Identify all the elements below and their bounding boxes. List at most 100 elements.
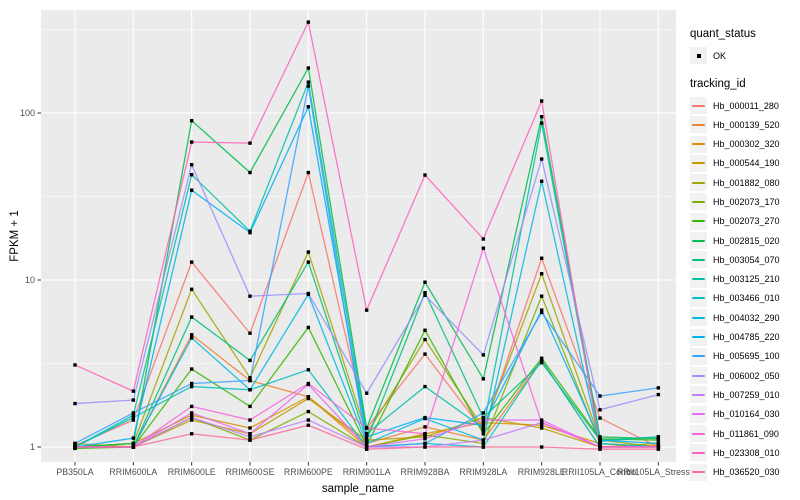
legend-item-label: Hb_002073_170 (713, 196, 780, 207)
data-point (481, 246, 486, 250)
legend-item-label: Hb_000139_520 (713, 119, 780, 130)
data-point (189, 384, 194, 389)
data-point (423, 415, 427, 420)
legend-item-label: Hb_023308_010 (713, 447, 780, 458)
data-point (73, 445, 77, 449)
legend-item-Hb_001882_080: Hb_001882_080 (690, 174, 800, 192)
data-point (598, 441, 602, 446)
data-point (306, 381, 311, 386)
data-point (656, 392, 661, 397)
legend-item-label: Hb_002815_020 (713, 235, 780, 246)
data-point (189, 140, 194, 144)
data-point (189, 415, 194, 420)
data-point (364, 391, 369, 395)
data-point (306, 170, 311, 175)
data-point (481, 432, 486, 436)
data-point (539, 157, 544, 161)
data-point (481, 353, 486, 357)
legend-line-swatch (692, 239, 705, 242)
legend-tracking-id: tracking_id Hb_000011_280 Hb_000139_520 Hb… (690, 78, 800, 481)
data-point (131, 411, 136, 415)
data-point (423, 352, 427, 356)
data-point (306, 80, 311, 84)
data-point (656, 447, 661, 451)
data-point (481, 429, 486, 433)
legend-key-box (690, 251, 707, 269)
legend-item-label: Hb_002073_270 (713, 216, 780, 227)
legend-line-swatch (692, 181, 705, 184)
data-point (539, 256, 544, 260)
legend-item-Hb_005695_100: Hb_005695_100 (690, 347, 800, 365)
legend-key-box (690, 444, 707, 462)
data-point (248, 404, 252, 409)
data-point (481, 441, 486, 446)
legend-item-Hb_011861_090: Hb_011861_090 (690, 425, 800, 443)
gridlines (41, 10, 676, 462)
data-point (306, 396, 311, 401)
legend-item-Hb_000544_190: Hb_000544_190 (690, 154, 800, 172)
legend-line-swatch (692, 316, 705, 319)
data-point (248, 170, 252, 175)
data-point (73, 363, 77, 367)
data-point (248, 438, 252, 442)
data-point (598, 435, 602, 439)
data-point (423, 328, 427, 332)
data-point (423, 445, 427, 449)
legend-key-box (690, 405, 707, 423)
legend-line-swatch (692, 143, 705, 146)
legend-item-Hb_000139_520: Hb_000139_520 (690, 116, 800, 134)
y-axis-labels: 1 10 100 (20, 108, 35, 452)
x-axis-title: sample_name (321, 483, 395, 495)
x-tick-label: RRIM600SE (226, 467, 275, 477)
data-point (364, 438, 369, 442)
data-point (306, 260, 311, 264)
legend-item-Hb_002073_170: Hb_002073_170 (690, 193, 800, 211)
data-point (539, 310, 544, 315)
data-point (248, 426, 252, 430)
data-point (189, 418, 194, 422)
legend-item-label: Hb_006002_050 (713, 370, 780, 381)
data-points (73, 20, 661, 451)
data-point (539, 272, 544, 276)
legend: quant_status OK tracking_id Hb_000011_28… (690, 28, 800, 495)
legend-item-Hb_006002_050: Hb_006002_050 (690, 367, 800, 385)
x-tick-label: PB350LA (56, 467, 93, 477)
legend-line-swatch (692, 393, 705, 396)
legend-key-box (690, 116, 707, 134)
legend-key-box (690, 347, 707, 365)
legend-item-Hb_007259_010: Hb_007259_010 (690, 386, 800, 404)
data-point (248, 141, 252, 145)
data-point (423, 384, 427, 389)
data-point (539, 423, 544, 427)
data-point (131, 418, 136, 422)
data-point (189, 118, 194, 123)
data-point (481, 420, 486, 425)
data-point (423, 435, 427, 439)
data-point (423, 432, 427, 436)
data-point (481, 411, 486, 415)
x-axis-labels: PB350LA RRIM600LA RRIM600LE RRIM600SE RRIM60… (56, 467, 699, 477)
legend-line-swatch (692, 471, 705, 474)
legend-item-label: Hb_003125_210 (713, 274, 780, 285)
data-point (598, 447, 602, 451)
data-point (73, 441, 77, 446)
data-point (539, 358, 544, 363)
legend-item-label: Hb_007259_010 (713, 389, 780, 400)
data-point (131, 415, 136, 420)
legend-item-label: Hb_000302_320 (713, 139, 780, 150)
legend-item-label: Hb_010164_030 (713, 409, 780, 420)
data-point (248, 331, 252, 335)
data-point (364, 441, 369, 446)
data-point (656, 441, 661, 446)
data-point (248, 432, 252, 436)
x-tick-label: RRIM928LE (518, 467, 566, 477)
legend-item-Hb_003466_010: Hb_003466_010 (690, 289, 800, 307)
data-point (539, 445, 544, 449)
x-tick-label: RRII105LA_Control (562, 467, 638, 477)
data-point (481, 438, 486, 442)
data-point (189, 411, 194, 415)
data-point (131, 389, 136, 393)
y-tick-label: 100 (20, 108, 35, 118)
legend-line-swatch (692, 297, 705, 300)
legend-item-Hb_000011_280: Hb_000011_280 (690, 97, 800, 114)
